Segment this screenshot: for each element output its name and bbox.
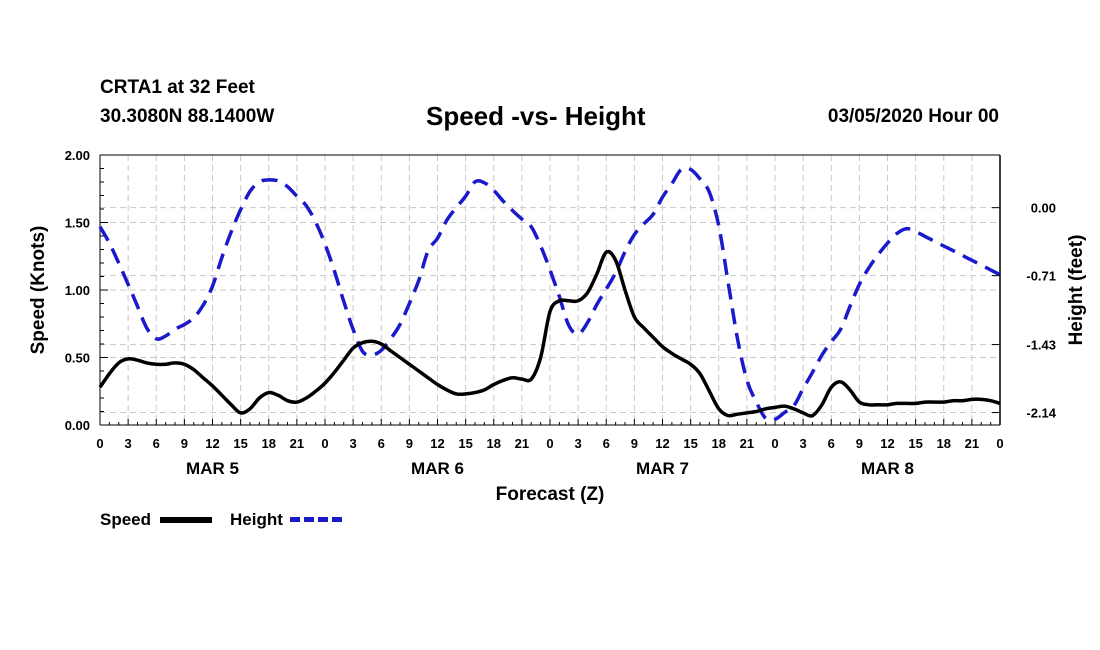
y-left-tick-label: 2.00 xyxy=(65,148,90,163)
series-line-speed xyxy=(98,249,1001,418)
x-tick-label: 0 xyxy=(771,436,778,451)
x-tick-label: 12 xyxy=(205,436,219,451)
x-day-label: MAR 6 xyxy=(411,459,464,478)
legend-speed-label: Speed xyxy=(100,510,152,529)
x-tick-label: 15 xyxy=(458,436,472,451)
x-tick-label: 6 xyxy=(828,436,835,451)
y-right-tick-label: -0.71 xyxy=(1026,269,1056,284)
x-axis-title: Forecast (Z) xyxy=(496,484,605,505)
x-tick-label: 21 xyxy=(740,436,754,451)
station-coordinates: 30.3080N 88.1400W xyxy=(100,106,275,127)
legend-speed-swatch xyxy=(160,517,212,523)
x-tick-label: 15 xyxy=(908,436,922,451)
x-tick-label: 21 xyxy=(290,436,304,451)
forecast-date: 03/05/2020 Hour 00 xyxy=(827,106,999,127)
x-day-label: MAR 7 xyxy=(636,459,689,478)
x-tick-label: 6 xyxy=(378,436,385,451)
x-tick-label: 18 xyxy=(937,436,951,451)
x-tick-label: 15 xyxy=(683,436,697,451)
x-tick-label: 18 xyxy=(487,436,501,451)
x-tick-label: 12 xyxy=(880,436,894,451)
y-right-tick-label: 0.00 xyxy=(1031,201,1056,216)
series-line-height xyxy=(98,166,1001,422)
x-tick-label: 18 xyxy=(262,436,276,451)
y-left-tick-label: 1.50 xyxy=(65,216,90,231)
legend-height-swatch xyxy=(290,517,342,522)
x-tick-label: 21 xyxy=(515,436,529,451)
y-right-tick-label: -2.14 xyxy=(1026,406,1056,421)
y-right-axis-title: Height (feet) xyxy=(1066,235,1087,346)
x-tick-label: 9 xyxy=(631,436,638,451)
x-tick-label: 18 xyxy=(712,436,726,451)
x-tick-label: 6 xyxy=(603,436,610,451)
y-right-tick-label: -1.43 xyxy=(1026,338,1056,353)
y-left-tick-label: 0.00 xyxy=(65,418,90,433)
x-tick-label: 12 xyxy=(655,436,669,451)
y-left-axis-title: Speed (Knots) xyxy=(28,226,49,355)
x-tick-label: 0 xyxy=(96,436,103,451)
chart-title: Speed -vs- Height xyxy=(426,101,646,131)
x-day-label: MAR 5 xyxy=(186,459,239,478)
x-tick-label: 21 xyxy=(965,436,979,451)
x-day-label: MAR 8 xyxy=(861,459,914,478)
y-left-tick-label: 0.50 xyxy=(65,351,90,366)
x-tick-label: 3 xyxy=(350,436,357,451)
x-tick-label: 15 xyxy=(233,436,247,451)
x-tick-label: 0 xyxy=(321,436,328,451)
y-left-tick-label: 1.00 xyxy=(65,283,90,298)
x-tick-label: 12 xyxy=(430,436,444,451)
x-tick-label: 9 xyxy=(181,436,188,451)
station-title: CRTA1 at 32 Feet xyxy=(100,77,255,98)
x-tick-label: 3 xyxy=(125,436,132,451)
x-tick-label: 0 xyxy=(546,436,553,451)
x-tick-label: 3 xyxy=(575,436,582,451)
x-tick-label: 3 xyxy=(800,436,807,451)
x-tick-label: 6 xyxy=(153,436,160,451)
legend-height-label: Height xyxy=(230,510,283,529)
x-tick-label: 9 xyxy=(856,436,863,451)
x-tick-label: 9 xyxy=(406,436,413,451)
x-tick-label: 0 xyxy=(996,436,1003,451)
